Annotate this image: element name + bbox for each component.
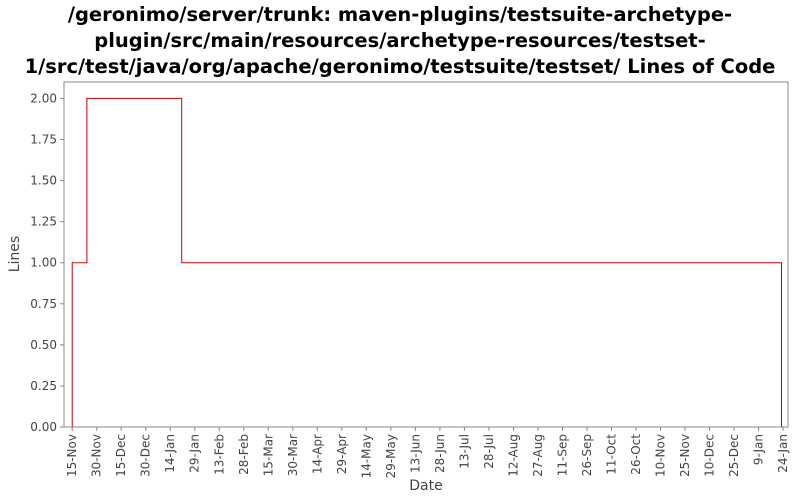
x-tick-label: 28-Jun: [433, 434, 447, 473]
y-tick-label: 1.75: [30, 133, 57, 147]
series-line: [71, 97, 782, 427]
y-axis: 0.00 0.25 0.50 0.75 1.00 1.25 1.50 1.75 2.00: [30, 91, 64, 434]
x-tick-label: 28-Jul: [482, 434, 496, 469]
x-tick-label: 12-Aug: [506, 434, 520, 477]
y-axis-label: Lines: [7, 236, 23, 272]
y-tick-label: 1.00: [30, 256, 57, 270]
x-tick-label: 10-Dec: [703, 434, 717, 477]
chart-title: /geronimo/server/trunk: maven-plugins/te…: [0, 2, 800, 80]
y-tick-label: 1.25: [30, 215, 57, 229]
x-tick-label: 29-Jan: [188, 434, 202, 473]
x-tick-label: 13-Jun: [408, 434, 422, 473]
x-tick-label: 27-Aug: [531, 434, 545, 477]
x-tick-label: 29-May: [384, 434, 398, 478]
x-tick-label: 10-Nov: [654, 434, 668, 477]
x-axis: 15-Nov 30-Nov 15-Dec 30-Dec 14-Jan 29-Jan 13-F…: [65, 427, 790, 478]
series-layer: [71, 97, 782, 427]
x-tick-label: 15-Dec: [114, 434, 128, 477]
chart-title-line-3: 1/src/test/java/org/apache/geronimo/test…: [24, 55, 776, 78]
x-tick-label: 29-Apr: [335, 434, 349, 474]
x-tick-label: 13-Jul: [457, 434, 471, 469]
x-tick-label: 25-Nov: [678, 434, 692, 477]
y-tick-label: 2.00: [30, 91, 57, 105]
y-tick-label: 1.50: [30, 174, 57, 188]
y-tick-label: 0.75: [30, 297, 57, 311]
x-tick-label: 25-Dec: [727, 434, 741, 477]
y-tick-label: 0.00: [30, 420, 57, 434]
y-tick-label: 0.50: [30, 338, 57, 352]
x-tick-label: 14-Jan: [163, 434, 177, 473]
x-tick-label: 11-Sep: [555, 434, 569, 476]
x-tick-label: 26-Sep: [580, 434, 594, 476]
x-tick-label: 30-Mar: [286, 434, 300, 476]
y-tick-label: 0.25: [30, 379, 57, 393]
x-tick-label: 24-Jan: [776, 434, 790, 473]
x-tick-label: 15-Mar: [261, 434, 275, 476]
chart-title-line-2: plugin/src/main/resources/archetype-reso…: [94, 29, 706, 52]
x-tick-label: 15-Nov: [65, 434, 79, 477]
plot-area: [63, 81, 789, 428]
x-tick-label: 11-Oct: [604, 434, 618, 475]
x-tick-label: 30-Nov: [90, 434, 104, 477]
x-tick-label: 13-Feb: [212, 434, 226, 475]
x-tick-label: 9-Jan: [752, 434, 766, 465]
x-tick-label: 28-Feb: [237, 434, 251, 475]
x-tick-label: 26-Oct: [629, 434, 643, 475]
chart-title-line-1: /geronimo/server/trunk: maven-plugins/te…: [67, 3, 733, 26]
x-axis-label: Date: [409, 478, 442, 494]
x-tick-label: 30-Dec: [139, 434, 153, 477]
x-tick-label: 14-Apr: [310, 434, 324, 474]
x-tick-label: 14-May: [359, 434, 373, 478]
